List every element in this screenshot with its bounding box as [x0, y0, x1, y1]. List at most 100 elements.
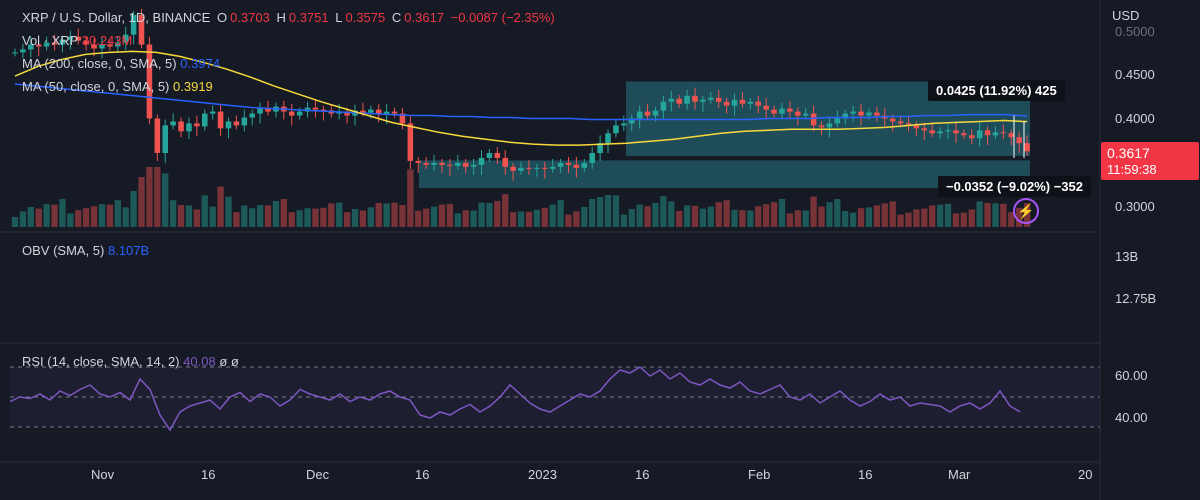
obv-tick-0: 13B	[1115, 249, 1139, 264]
candle-body	[75, 36, 82, 41]
volume-bar	[652, 203, 659, 227]
candle-body	[549, 166, 556, 169]
candle-body	[945, 130, 951, 132]
volume-bar	[19, 211, 27, 227]
candle-body	[526, 167, 532, 169]
volume-bar	[201, 195, 208, 227]
volume-bar	[691, 205, 699, 227]
volume-bar	[509, 212, 517, 227]
low-label: L	[335, 10, 343, 25]
candle-body	[12, 52, 18, 54]
candle-body	[723, 101, 730, 106]
candle-body	[597, 143, 603, 154]
price-tick-3: 0.3000	[1115, 199, 1155, 214]
candle-body	[771, 109, 777, 114]
candle-body	[715, 97, 722, 102]
volume-bar	[581, 207, 588, 227]
current-price-tag: 0.3617 11:59:38	[1101, 142, 1199, 180]
candle-body	[810, 113, 817, 126]
volume-bar	[383, 203, 390, 227]
volume-bar	[525, 211, 533, 227]
rsi-legend[interactable]: RSI (14, close, SMA, 14, 2) 40.08 ø ø	[22, 354, 239, 369]
volume-bar	[375, 203, 382, 227]
candle-body	[122, 34, 129, 43]
volume-bar	[763, 204, 770, 227]
candle-body	[542, 167, 548, 169]
candle-body	[462, 162, 469, 167]
volume-bar	[683, 205, 691, 227]
lightning-icon[interactable]: ⚡	[1013, 198, 1039, 224]
candle-body	[83, 40, 89, 45]
volume-bar	[1000, 203, 1007, 227]
volume-bar	[343, 212, 351, 227]
volume-bar	[193, 209, 201, 227]
time-label: Feb	[748, 467, 771, 482]
candle-body	[312, 107, 319, 110]
candle-body	[455, 162, 461, 166]
currency-label[interactable]: USD	[1112, 8, 1140, 23]
ma50-value: 0.3919	[173, 79, 213, 94]
ma50-legend[interactable]: MA (50, close, 0, SMA, 5) 0.3919	[22, 79, 213, 94]
volume-bar	[992, 203, 999, 227]
measure-up-label: 0.0425 (11.92%) 425	[928, 80, 1065, 101]
candle-body	[621, 123, 627, 126]
candle-body	[692, 95, 698, 102]
volume-bar	[755, 206, 762, 227]
candle-body	[439, 162, 445, 165]
time-label: 16	[858, 467, 873, 482]
candle-body	[913, 125, 920, 129]
volume-bar	[873, 205, 881, 227]
price-tick-1: 0.4500	[1115, 67, 1155, 82]
candle-body	[708, 97, 714, 100]
candle-body	[795, 111, 801, 116]
candle-body	[636, 111, 643, 119]
volume-bar	[462, 210, 469, 227]
obv-legend[interactable]: OBV (SMA, 5) 8.107B	[22, 243, 149, 258]
volume-bar	[905, 212, 912, 227]
volume-bar	[960, 212, 967, 227]
candle-body	[968, 135, 975, 139]
volume-bar	[897, 214, 904, 227]
current-price: 0.3617	[1107, 145, 1150, 161]
candle-body	[921, 128, 928, 131]
candle-body	[494, 153, 501, 158]
candle-body	[605, 133, 611, 144]
volume-bar	[177, 205, 185, 227]
open-label: O	[216, 10, 228, 25]
obv-label: OBV (SMA, 5)	[22, 243, 105, 258]
time-label: Mar	[948, 467, 971, 482]
candle-body	[1008, 133, 1015, 138]
volume-bar	[27, 207, 34, 227]
candle-body	[866, 112, 872, 116]
volume-bar	[913, 209, 920, 227]
candle-body	[423, 162, 429, 165]
candle-body	[818, 125, 825, 128]
candle-body	[731, 99, 738, 106]
volume-bar	[90, 206, 98, 227]
candles	[12, 9, 1030, 181]
symbol-title[interactable]: XRP / U.S. Dollar, 1D, BINANCE	[22, 10, 211, 25]
candle-body	[668, 98, 675, 102]
vol-label: Vol · XRP	[22, 33, 79, 48]
candle-body	[288, 111, 295, 116]
candle-countdown: 11:59:38	[1107, 162, 1157, 177]
candle-body	[628, 118, 635, 124]
vol-legend[interactable]: Vol · XRP 30.243M	[22, 33, 132, 48]
volume-bar	[723, 200, 730, 227]
volume-bar	[67, 213, 74, 227]
ma200-legend[interactable]: MA (200, close, 0, SMA, 5) 0.3974	[22, 56, 220, 71]
pane-dividers[interactable]	[0, 0, 1101, 500]
volume-bar	[264, 205, 272, 227]
candle-body	[360, 110, 366, 113]
candle-body	[470, 164, 477, 167]
volume-bar	[494, 201, 501, 227]
ma50-line	[14, 50, 1028, 146]
volume-bar	[169, 200, 177, 227]
candle-body	[905, 123, 912, 126]
volume-bar	[51, 204, 58, 227]
candle-body	[431, 162, 437, 165]
volume-bar	[976, 201, 983, 227]
volume-bar	[984, 203, 991, 227]
volume-bar	[162, 173, 169, 227]
